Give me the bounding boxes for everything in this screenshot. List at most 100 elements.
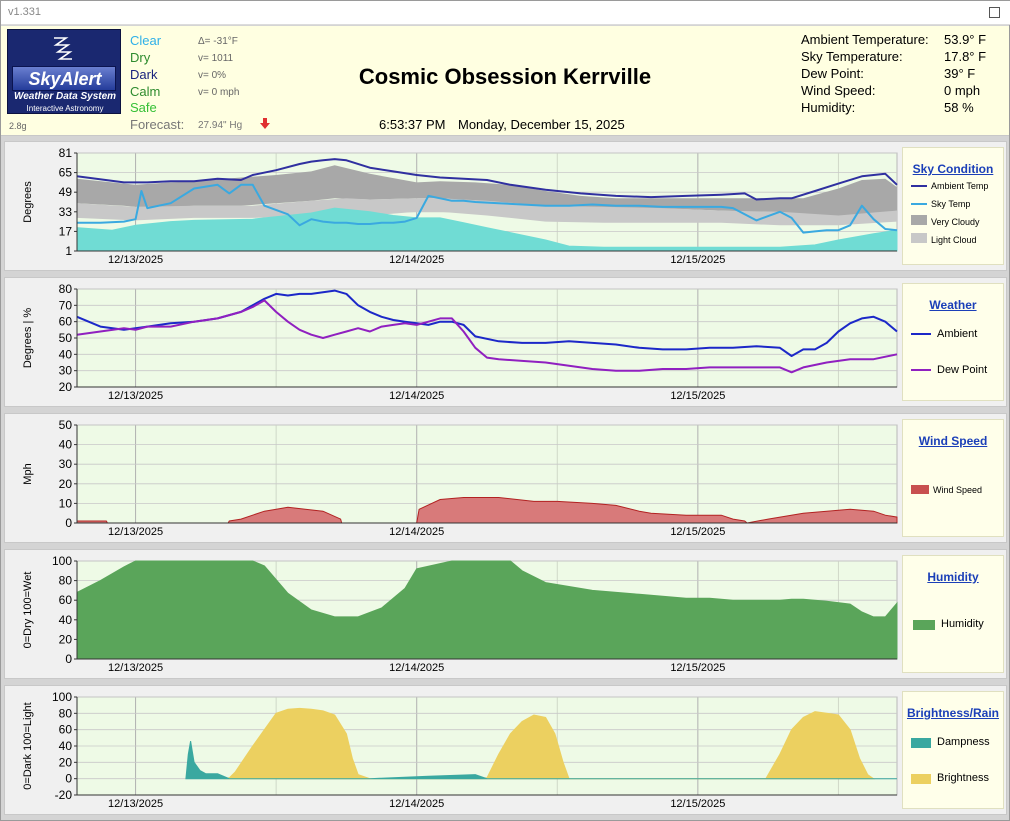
status-header: SkyAlert Weather Data System Interactive…: [1, 26, 1009, 136]
reading-wind-label: Wind Speed:: [801, 83, 876, 98]
y-tick-label: 60: [59, 593, 73, 607]
y-tick-label: 50: [59, 418, 73, 432]
legend-item-dew-point: Dew Point: [937, 364, 988, 376]
y-tick-label: 1: [65, 244, 72, 258]
y-tick-label: 0: [65, 772, 72, 786]
x-tick-label: 12/15/2025: [670, 254, 725, 266]
reading-ambient-label: Ambient Temperature:: [801, 32, 929, 47]
y-tick-label: 60: [59, 315, 73, 329]
y-tick-label: -20: [55, 788, 73, 802]
y-axis-label: Degrees | %: [22, 308, 34, 369]
y-tick-label: 17: [59, 224, 73, 238]
sky-condition-legend: Sky Condition Ambient Temp Sky Temp Very…: [902, 147, 1004, 265]
x-tick-label: 12/13/2025: [108, 526, 163, 538]
reading-humidity-label: Humidity:: [801, 100, 856, 115]
legend-swatch-dampness: [911, 738, 931, 748]
brightness-rain-legend: Brightness/Rain Dampness Brightness: [902, 691, 1004, 809]
y-tick-label: 0: [65, 652, 72, 666]
x-tick-label: 12/13/2025: [108, 798, 163, 810]
legend-title: Sky Condition: [912, 162, 994, 176]
series-brightness-area: [223, 707, 876, 780]
maximize-icon: [988, 7, 1000, 18]
reading-dewpoint-value: 39° F: [944, 66, 976, 81]
lightning-icon: [53, 37, 73, 60]
series-light-cloud-band: [77, 198, 897, 226]
y-tick-label: 40: [59, 438, 73, 452]
reading-sky-label: Sky Temperature:: [801, 49, 903, 64]
series-sky-temp-line: [77, 183, 898, 234]
status-cloud-value: Δ= -31°F: [198, 36, 238, 47]
y-tick-label: 80: [59, 574, 73, 588]
y-tick-label: 40: [59, 613, 73, 627]
brightness-rain-plot: -20 0 20 40 60 80 100 12/13/2025 12/14/2025 12/15…: [22, 690, 898, 810]
x-tick-label: 12/15/2025: [670, 798, 725, 810]
site-title: Cosmic Obsession Kerrville: [358, 64, 652, 89]
legend-title: Wind Speed: [918, 434, 988, 448]
y-tick-label: 20: [59, 380, 73, 394]
title-bar: v1.331: [1, 1, 1010, 25]
legend-swatch-very-cloudy: [911, 215, 927, 225]
y-tick-label: 70: [59, 298, 73, 312]
weather-plot: 20 30 40 50 60 70 80 12/13/2025 12/14/2025 12/15/…: [22, 282, 898, 402]
clock-date: Monday, December 15, 2025: [458, 117, 625, 132]
legend-title: Weather: [929, 298, 977, 312]
legend-item-sky-temp: Sky Temp: [931, 199, 971, 209]
y-tick-label: 30: [59, 457, 73, 471]
y-tick-label: 20: [59, 632, 73, 646]
sky-condition-plot: 1 17 33 49 65 81 12/13/2025 12/14/2025 12/15/202…: [22, 146, 898, 266]
logo-subtitle: Weather Data System: [13, 91, 117, 102]
humidity-chart: 0 20 40 60 80 100 12/13/2025 12/14/2025 12/15/20…: [4, 549, 1007, 679]
forecast-value: 27.94" Hg: [198, 120, 243, 131]
status-wind-value: v= 0 mph: [198, 87, 240, 98]
y-tick-label: 81: [59, 146, 73, 160]
legend-title: Humidity: [927, 570, 979, 584]
legend-swatch-sky-temp: [911, 203, 927, 205]
wind-speed-plot: 0 10 20 30 40 50 12/13/2025 12/14/2025 12/15/202…: [22, 418, 898, 538]
version-label: v1.331: [8, 6, 42, 18]
weather-chart: 20 30 40 50 60 70 80 12/13/2025 12/14/2025 12/15/…: [4, 277, 1007, 407]
x-tick-label: 12/15/2025: [670, 526, 725, 538]
series-wind-speed-area: [76, 497, 898, 524]
y-axis-label: 0=Dark 100=Light: [22, 702, 34, 789]
y-tick-label: 40: [59, 347, 73, 361]
maximize-button[interactable]: [983, 3, 1005, 22]
y-tick-label: 65: [59, 166, 73, 180]
logo-brand: SkyAlert: [28, 69, 102, 89]
x-tick-label: 12/14/2025: [389, 798, 444, 810]
weather-legend: Weather Ambient Dew Point: [902, 283, 1004, 401]
legend-item-brightness: Brightness: [937, 772, 989, 784]
clock-time: 6:53:37 PM: [379, 117, 446, 132]
legend-item-very-cloudy: Very Cloudy: [931, 217, 980, 227]
reading-sky-value: 17.8° F: [944, 49, 987, 64]
y-tick-label: 80: [59, 706, 73, 720]
build-version: 2.8g: [9, 121, 27, 131]
logo-tagline: Interactive Astronomy: [26, 104, 104, 113]
x-tick-label: 12/15/2025: [670, 390, 725, 402]
legend-item-ambient: Ambient: [937, 328, 978, 340]
legend-item-light-cloud: Light Cloud: [931, 235, 977, 245]
y-tick-label: 10: [59, 496, 73, 510]
reading-dewpoint-label: Dew Point:: [801, 66, 864, 81]
x-tick-label: 12/14/2025: [389, 526, 444, 538]
y-tick-label: 80: [59, 282, 73, 296]
legend-swatch-humidity: [913, 620, 935, 630]
series-dampness-area: [185, 741, 897, 780]
series-humidity-area: [76, 560, 898, 660]
y-tick-label: 20: [59, 477, 73, 491]
y-tick-label: 20: [59, 755, 73, 769]
y-axis-label: Mph: [22, 463, 34, 484]
y-tick-label: 100: [52, 554, 72, 568]
y-tick-label: 40: [59, 739, 73, 753]
humidity-legend: Humidity Humidity: [902, 555, 1004, 673]
legend-item-humidity: Humidity: [941, 618, 984, 630]
x-tick-label: 12/13/2025: [108, 254, 163, 266]
status-light: Dark: [130, 67, 158, 82]
legend-swatch-ambient-temp: [911, 185, 927, 187]
status-rain: Dry: [130, 50, 151, 65]
legend-swatch-dew-point: [911, 369, 931, 371]
reading-wind-value: 0 mph: [944, 83, 981, 98]
y-tick-label: 50: [59, 331, 73, 345]
x-tick-label: 12/15/2025: [670, 662, 725, 674]
series-very-cloudy-band: [77, 165, 897, 218]
